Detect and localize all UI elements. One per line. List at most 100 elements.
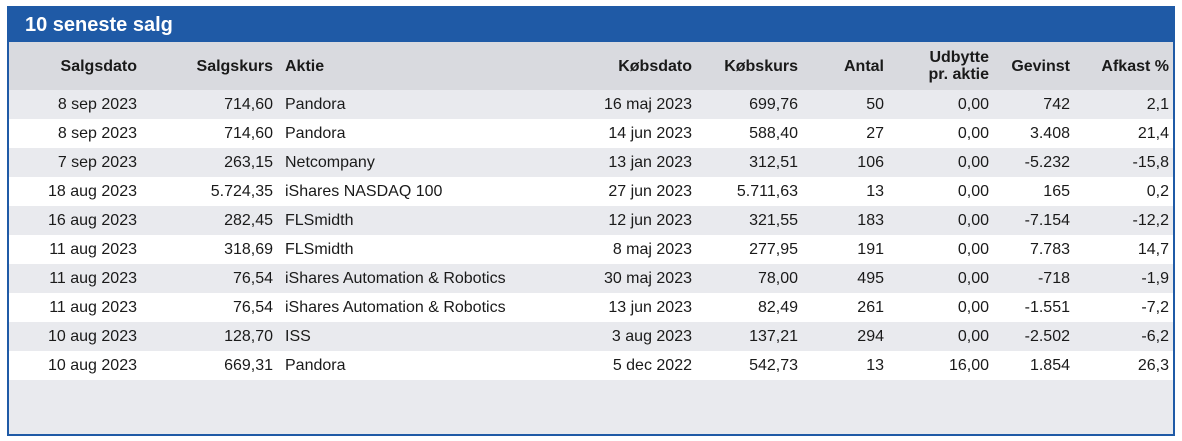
cell-salgsdato: 8 sep 2023 [57, 96, 137, 113]
cell-antal: 191 [857, 241, 884, 258]
cell-kobsdato: 3 aug 2023 [611, 328, 692, 345]
cell-udbytte: 0,00 [957, 125, 989, 142]
cell-udbytte: 0,00 [957, 212, 989, 229]
sales-table-panel: 10 seneste salg Salgsdato Salgskurs Akti… [7, 6, 1175, 436]
cell-kobsdato: 12 jun 2023 [608, 212, 692, 229]
table-body: 8 sep 2023 714,60 Pandora 16 maj 2023 699,76… [9, 90, 1173, 380]
table-row: 18 aug 2023 5.724,35 iShares NASDAQ 100 27 … [9, 177, 1173, 206]
panel-title: 10 seneste salg [9, 8, 1173, 42]
table-row: 11 aug 2023 76,54 iShares Automation & Rob… [9, 293, 1173, 322]
cell-gevinst: 1.854 [1029, 357, 1070, 374]
cell-afkast: 21,4 [1137, 125, 1169, 142]
cell-afkast: -6,2 [1141, 328, 1169, 345]
cell-antal: 27 [866, 125, 884, 142]
cell-salgsdato: 10 aug 2023 [48, 357, 137, 374]
cell-aktie: iShares NASDAQ 100 [285, 183, 443, 200]
cell-antal: 50 [866, 96, 884, 113]
cell-salgskurs: 714,60 [224, 96, 273, 113]
column-header-kobsdato: Købsdato [618, 57, 692, 75]
cell-salgskurs: 318,69 [224, 241, 273, 258]
column-header-udbytte: Udbytte pr. aktie [884, 42, 989, 90]
table-row: 16 aug 2023 282,45 FLSmidth 12 jun 2023 321,… [9, 206, 1173, 235]
cell-kobskurs: 277,95 [749, 241, 798, 258]
cell-kobskurs: 82,49 [757, 299, 798, 316]
cell-udbytte: 0,00 [957, 183, 989, 200]
cell-aktie: Pandora [285, 357, 346, 374]
cell-gevinst: -1.551 [1024, 299, 1070, 316]
table-row: 10 aug 2023 669,31 Pandora 5 dec 2022 542,73… [9, 351, 1173, 380]
cell-aktie: Pandora [285, 125, 346, 142]
cell-salgsdato: 10 aug 2023 [48, 328, 137, 345]
cell-gevinst: 3.408 [1029, 125, 1070, 142]
cell-gevinst: 742 [1043, 96, 1070, 113]
cell-kobsdato: 16 maj 2023 [603, 96, 692, 113]
cell-gevinst: -718 [1037, 270, 1070, 287]
cell-afkast: -7,2 [1141, 299, 1169, 316]
cell-salgsdato: 16 aug 2023 [48, 212, 137, 229]
cell-kobskurs: 5.711,63 [736, 183, 798, 200]
cell-kobsdato: 8 maj 2023 [612, 241, 692, 258]
column-header-aktie: Aktie [285, 57, 325, 75]
cell-aktie: FLSmidth [285, 212, 354, 229]
cell-antal: 261 [857, 299, 884, 316]
table-header: Salgsdato Salgskurs Aktie Købsdato Købsk… [9, 42, 1173, 90]
cell-antal: 183 [857, 212, 884, 229]
cell-kobsdato: 13 jan 2023 [608, 154, 692, 171]
cell-salgskurs: 263,15 [224, 154, 273, 171]
cell-afkast: -15,8 [1132, 154, 1169, 171]
cell-kobskurs: 699,76 [749, 96, 798, 113]
cell-salgskurs: 282,45 [224, 212, 273, 229]
cell-aktie: Netcompany [285, 154, 375, 171]
cell-aktie: iShares Automation & Robotics [285, 299, 506, 316]
cell-kobskurs: 542,73 [749, 357, 798, 374]
table-row: 7 sep 2023 263,15 Netcompany 13 jan 2023 312… [9, 148, 1173, 177]
cell-afkast: 14,7 [1137, 241, 1169, 258]
table-row: 8 sep 2023 714,60 Pandora 14 jun 2023 588,40… [9, 119, 1173, 148]
table-row: 10 aug 2023 128,70 ISS 3 aug 2023 137,21 294 0… [9, 322, 1173, 351]
cell-kobskurs: 321,55 [749, 212, 798, 229]
cell-udbytte: 0,00 [957, 270, 989, 287]
column-header-kobskurs: Købskurs [724, 57, 798, 75]
cell-salgskurs: 76,54 [232, 270, 273, 287]
cell-udbytte: 0,00 [957, 299, 989, 316]
cell-salgskurs: 669,31 [224, 357, 273, 374]
column-header-salgskurs: Salgskurs [196, 57, 273, 75]
cell-salgsdato: 7 sep 2023 [57, 154, 137, 171]
cell-gevinst: 7.783 [1029, 241, 1070, 258]
cell-afkast: 26,3 [1137, 357, 1169, 374]
table-row: 11 aug 2023 318,69 FLSmidth 8 maj 2023 277,9… [9, 235, 1173, 264]
cell-aktie: Pandora [285, 96, 346, 113]
cell-afkast: -12,2 [1132, 212, 1169, 229]
cell-udbytte: 0,00 [957, 154, 989, 171]
cell-kobsdato: 27 jun 2023 [608, 183, 692, 200]
table-row: 11 aug 2023 76,54 iShares Automation & Rob… [9, 264, 1173, 293]
column-header-antal: Antal [844, 57, 884, 75]
cell-kobskurs: 312,51 [749, 154, 798, 171]
cell-kobsdato: 13 jun 2023 [608, 299, 692, 316]
cell-antal: 13 [866, 357, 884, 374]
cell-kobskurs: 588,40 [749, 125, 798, 142]
cell-aktie: iShares Automation & Robotics [285, 270, 506, 287]
cell-gevinst: -7.154 [1024, 212, 1070, 229]
cell-kobsdato: 30 maj 2023 [603, 270, 692, 287]
cell-aktie: FLSmidth [285, 241, 354, 258]
cell-antal: 495 [857, 270, 884, 287]
column-header-salgsdato: Salgsdato [60, 57, 137, 75]
cell-kobskurs: 137,21 [749, 328, 798, 345]
column-header-afkast: Afkast % [1101, 57, 1169, 75]
table-row: 8 sep 2023 714,60 Pandora 16 maj 2023 699,76… [9, 90, 1173, 119]
cell-salgsdato: 18 aug 2023 [48, 183, 137, 200]
cell-kobskurs: 78,00 [757, 270, 798, 287]
cell-antal: 13 [866, 183, 884, 200]
cell-udbytte: 0,00 [957, 96, 989, 113]
cell-salgskurs: 76,54 [232, 299, 273, 316]
cell-salgsdato: 8 sep 2023 [57, 125, 137, 142]
cell-gevinst: -5.232 [1024, 154, 1070, 171]
cell-afkast: 0,2 [1146, 183, 1169, 200]
cell-salgsdato: 11 aug 2023 [49, 270, 137, 287]
cell-kobsdato: 14 jun 2023 [608, 125, 692, 142]
cell-salgsdato: 11 aug 2023 [49, 241, 137, 258]
cell-gevinst: 165 [1043, 183, 1070, 200]
cell-salgskurs: 5.724,35 [210, 183, 273, 200]
cell-aktie: ISS [285, 328, 311, 345]
